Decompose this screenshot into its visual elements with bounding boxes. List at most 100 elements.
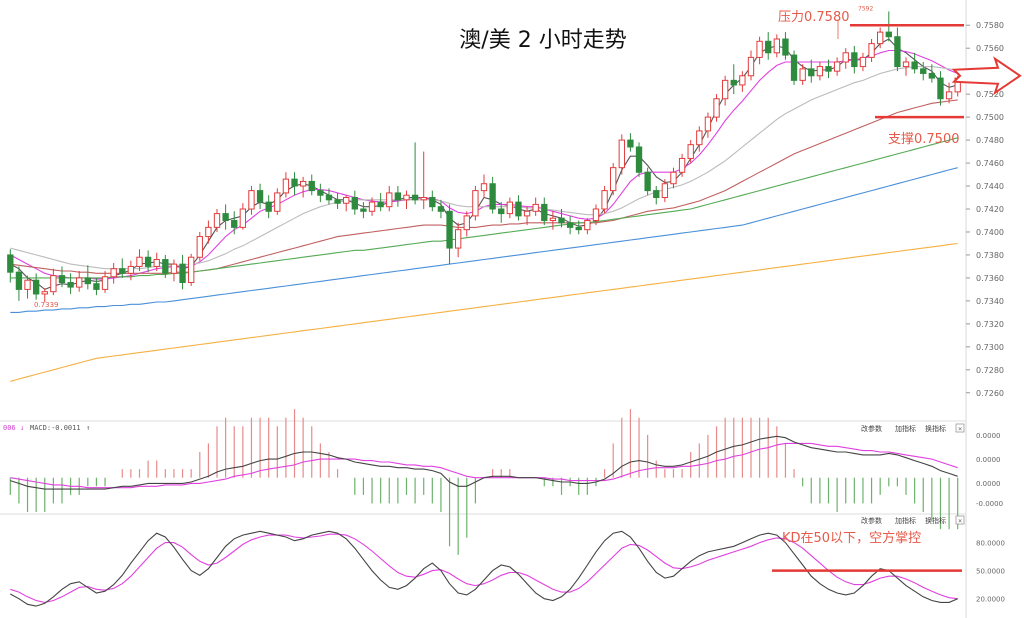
candle-body (101, 276, 109, 290)
candle-body (644, 171, 651, 192)
candle-body (351, 197, 358, 210)
candle-body (877, 31, 884, 45)
candle-body (601, 190, 608, 210)
candle-body (842, 52, 849, 63)
macd-tab: 改参数 (861, 424, 882, 433)
candle-body (463, 215, 470, 231)
candle-body (584, 219, 591, 231)
candle-body (558, 217, 565, 224)
candle-body (627, 139, 634, 148)
candle-body (920, 68, 927, 74)
candle-body (50, 275, 57, 293)
candle-body (523, 210, 531, 217)
candle-body (7, 254, 14, 273)
candle-body (653, 190, 660, 199)
candle-body (575, 226, 582, 231)
candle-body (162, 259, 169, 274)
candle-body (489, 183, 496, 210)
candle-body (67, 282, 74, 288)
y-tick-label: 0.7500 (976, 113, 1004, 122)
candle-body (747, 56, 755, 77)
candle-body (592, 208, 600, 221)
candle-body (170, 263, 178, 274)
candle-body (274, 192, 281, 212)
macd-dif-line (10, 435, 958, 490)
y-tick-label: 0.7440 (976, 182, 1004, 191)
moving-average-line (10, 167, 958, 313)
moving-average-line (10, 137, 958, 279)
y-tick-label: 0.7320 (976, 320, 1004, 329)
candle-body (24, 279, 31, 290)
candle-body (937, 77, 944, 100)
chart-title: 澳/美 2 小时走势 (459, 28, 626, 53)
macd-code: 006 (3, 424, 16, 432)
candle-body (196, 236, 203, 258)
candle-body (541, 203, 548, 221)
y-tick-label: 0.7360 (976, 274, 1004, 283)
candle-body (670, 171, 677, 185)
high-price-label: 7592 (858, 5, 873, 12)
candle-body (239, 208, 247, 228)
candle-body (420, 197, 427, 201)
candle-body (437, 206, 445, 212)
candle-body (859, 56, 867, 68)
candle-body (472, 190, 479, 217)
candle-body (93, 283, 100, 290)
y-tick-label: 0.7260 (976, 389, 1004, 398)
candle-body (721, 79, 729, 100)
candle-body (58, 275, 66, 284)
candle-body (32, 279, 40, 295)
candle-body (446, 210, 453, 249)
kd-tab: 改参数 (861, 516, 882, 525)
candle-body (299, 180, 307, 187)
candle-body (179, 263, 186, 284)
candle-body (256, 190, 264, 203)
candle-body (730, 79, 737, 86)
kd-y-tick-label: 20.0000 (976, 596, 1005, 604)
candle-body (610, 167, 617, 192)
macd-value-label: MACD:-0.0011 (30, 424, 81, 432)
resistance-label: 压力0.7580 (778, 10, 850, 25)
candle-body (945, 91, 953, 100)
close-glyph: × (958, 517, 962, 525)
moving-average-line (10, 242, 958, 382)
kd-tab: 换指标 (925, 516, 946, 525)
y-tick-label: 0.7400 (976, 228, 1004, 237)
y-tick-label: 0.7420 (976, 205, 1004, 214)
candle-body (386, 192, 393, 208)
kd-y-tick-label: 80.0000 (976, 540, 1005, 548)
candle-body (566, 222, 574, 228)
candle-body (618, 139, 625, 169)
candle-body (868, 43, 875, 58)
candle-body (549, 217, 557, 221)
candle-body (704, 116, 712, 132)
candle-body (833, 61, 841, 72)
candle-body (773, 38, 780, 54)
candle-body (205, 226, 212, 238)
y-tick-label: 0.7560 (976, 44, 1004, 53)
candle-body (308, 180, 315, 192)
macd-y-tick-label: 0.0000 (976, 432, 1001, 440)
kd-annotation: KD在50以下，空方掌控 (782, 530, 921, 546)
kd-k-line (10, 530, 958, 607)
y-tick-label: 0.7300 (976, 343, 1004, 352)
candle-body (799, 68, 806, 81)
y-tick-label: 0.7340 (976, 297, 1004, 306)
candle-body (902, 61, 910, 68)
candle-body (661, 183, 669, 199)
candle-body (394, 192, 402, 201)
candle-body (411, 194, 419, 201)
candle-body (696, 130, 703, 146)
candle-body (911, 61, 918, 70)
macd-y-tick-label: -0.0000 (976, 500, 1003, 508)
candle-body (110, 268, 117, 278)
candle-body (153, 259, 160, 267)
candle-body (678, 157, 686, 173)
candle-body (713, 98, 720, 118)
macd-tab: 加指标 (895, 424, 916, 433)
candle-body (317, 190, 324, 196)
candle-body (756, 40, 763, 58)
candle-body (739, 75, 746, 86)
